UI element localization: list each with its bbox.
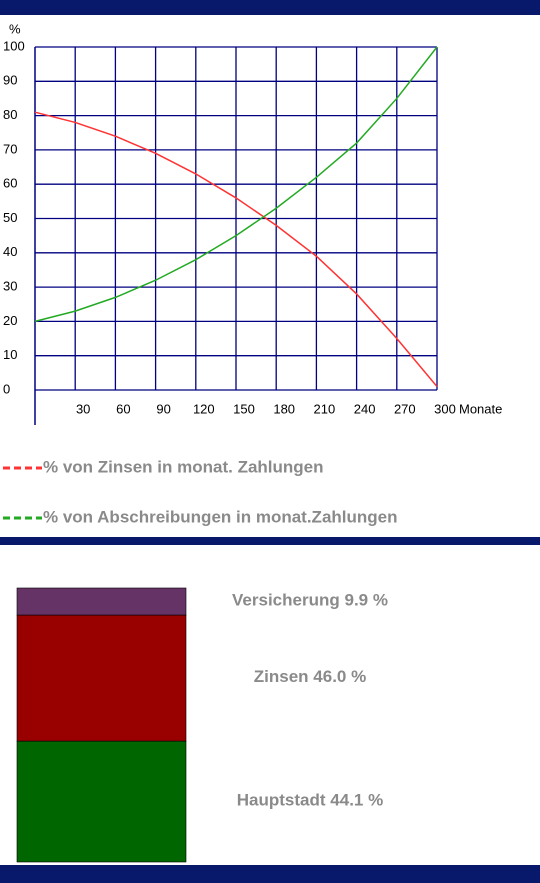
y-tick-label: 70 xyxy=(3,141,17,156)
y-tick-label: 30 xyxy=(3,279,17,294)
y-tick-label: 100 xyxy=(3,38,25,53)
divider-bar xyxy=(0,537,540,545)
x-tick-label: 270 xyxy=(394,401,416,416)
segment-value: 44.1 % xyxy=(330,791,383,810)
y-tick-label: 80 xyxy=(3,107,17,122)
x-tick-label: 120 xyxy=(193,401,215,416)
segment-value: 9.9 % xyxy=(344,591,387,610)
x-tick-label: 210 xyxy=(314,401,336,416)
y-tick-label: 10 xyxy=(3,347,17,362)
y-tick-label: 60 xyxy=(3,176,17,191)
legend-label: % von Zinsen in monat. Zahlungen xyxy=(43,457,324,476)
y-tick-label: 50 xyxy=(3,210,17,225)
y-tick-label: 0 xyxy=(3,381,10,396)
y-tick-label: 40 xyxy=(3,244,17,259)
y-tick-label: 90 xyxy=(3,73,17,88)
x-tick-label: 60 xyxy=(116,401,130,416)
line-series xyxy=(34,46,438,323)
x-tick-label: 240 xyxy=(354,401,376,416)
x-tick-label: 90 xyxy=(156,401,170,416)
segment-value: 46.0 % xyxy=(313,668,366,687)
segment-label: Hauptstadt 44.1 % xyxy=(237,791,383,810)
bar-segment xyxy=(16,740,187,863)
y-axis-label: % xyxy=(9,21,21,36)
segment-name: Hauptstadt xyxy=(237,791,326,810)
bar-segment xyxy=(16,614,187,742)
y-tick-label: 20 xyxy=(3,313,17,328)
legend-label: % von Abschreibungen in monat.Zahlungen xyxy=(43,507,398,526)
segment-name: Zinsen xyxy=(254,668,309,687)
x-tick-label: 150 xyxy=(233,401,255,416)
line-series xyxy=(34,111,438,388)
x-tick-label: 30 xyxy=(76,401,90,416)
segment-label: Zinsen 46.0 % xyxy=(254,668,366,687)
x-tick-label: 180 xyxy=(273,401,295,416)
bar-segment xyxy=(16,587,187,616)
segment-label: Versicherung 9.9 % xyxy=(232,591,388,610)
x-axis-label: Monate xyxy=(459,401,502,416)
x-tick-label: 300 xyxy=(434,401,456,416)
bottom-bar xyxy=(0,865,540,883)
segment-name: Versicherung xyxy=(232,591,340,610)
top-bar xyxy=(0,0,540,15)
